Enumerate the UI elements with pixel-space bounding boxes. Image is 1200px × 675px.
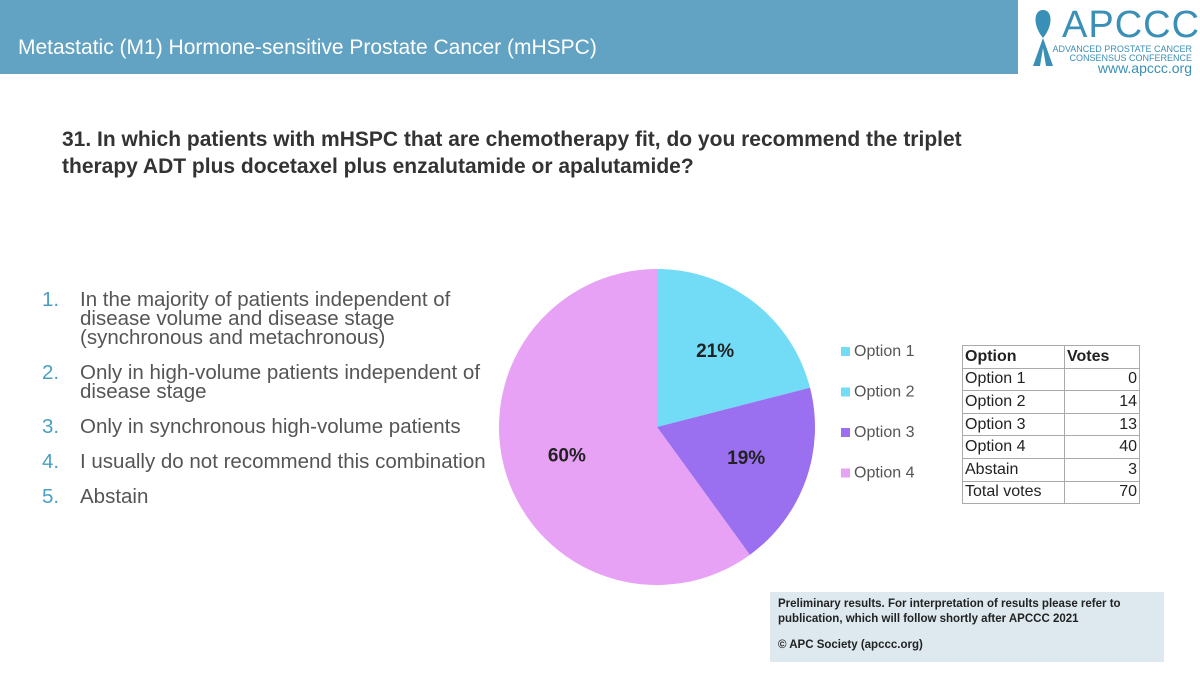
option-text: In the majority of patients independent … bbox=[80, 288, 451, 349]
slice-label: 21% bbox=[696, 341, 734, 362]
table-row: Option 3 13 bbox=[962, 412, 1140, 437]
table-cell: Option 1 bbox=[962, 367, 1065, 392]
ribbon-icon bbox=[1033, 10, 1053, 66]
footnote: Preliminary results. For interpretation … bbox=[770, 592, 1164, 662]
table-cell: Option 4 bbox=[962, 435, 1065, 459]
table-row: Abstain 3 bbox=[962, 457, 1140, 482]
table-cell: 70 bbox=[1064, 480, 1140, 505]
legend-swatch bbox=[841, 468, 850, 478]
option-text: I usually do not recommend this combinat… bbox=[80, 450, 486, 473]
legend-label: Option 1 bbox=[854, 343, 915, 360]
table-cell: Option 3 bbox=[962, 412, 1065, 437]
table-cell: Total votes bbox=[962, 480, 1065, 505]
table-row: Total votes 70 bbox=[962, 480, 1140, 505]
table-cell: 14 bbox=[1064, 390, 1140, 414]
slice-label: 19% bbox=[727, 448, 765, 469]
pie-slice bbox=[657, 387, 815, 555]
table-cell: Option 2 bbox=[962, 390, 1065, 414]
option-number: 1. bbox=[42, 288, 60, 311]
option-text: Abstain bbox=[80, 485, 149, 508]
logo-url: www.apccc.org bbox=[1097, 60, 1192, 76]
question: 31. In which patients with mHSPC that ar… bbox=[62, 128, 962, 178]
logo-line: ADVANCED PROSTATE CANCER bbox=[1052, 44, 1192, 54]
option-number: 5. bbox=[42, 485, 60, 508]
header-title: Metastatic (M1) Hormone-sensitive Prosta… bbox=[18, 36, 597, 59]
legend-swatch bbox=[841, 347, 850, 356]
pie-slice bbox=[498, 269, 750, 585]
logo-line: CONSENSUS CONFERENCE bbox=[1069, 53, 1192, 63]
table-cell: Abstain bbox=[962, 457, 1065, 482]
option-list: 1. In the majority of patients independen… bbox=[42, 288, 502, 522]
legend-swatch bbox=[841, 387, 850, 397]
slice-label: 60% bbox=[548, 445, 586, 466]
option-number: 2. bbox=[42, 361, 60, 384]
table-header-cell: Votes bbox=[1064, 345, 1140, 369]
footnote-text: Preliminary results. For interpretation … bbox=[778, 598, 1121, 625]
footnote-copyright: © APC Society (apccc.org) bbox=[778, 639, 923, 651]
option-text: Only in synchronous high-volume patients bbox=[80, 415, 461, 438]
option-item: 4. I usually do not recommend this combin… bbox=[42, 450, 502, 473]
option-item: 5. Abstain bbox=[42, 485, 502, 508]
table-cell: 3 bbox=[1064, 457, 1140, 482]
table-row: Option 2 14 bbox=[962, 390, 1140, 414]
option-item: 3. Only in synchronous high-volume patien… bbox=[42, 415, 502, 438]
logo-name: APCCC bbox=[1062, 4, 1200, 46]
table-header-cell: Option bbox=[962, 345, 1065, 369]
pie-slice bbox=[657, 269, 811, 427]
table-header-row: Option Votes bbox=[962, 345, 1140, 369]
vote-table: Option Votes Option 1 0 Option 2 14 Option 3 13… bbox=[962, 345, 1140, 505]
legend-swatch bbox=[841, 428, 850, 437]
pie-chart: 21% 19% 60% Option 1 Option 2 Option 3 Option … bbox=[498, 269, 915, 585]
option-item: 1. In the majority of patients independen… bbox=[42, 288, 502, 349]
table-cell: 13 bbox=[1064, 412, 1140, 437]
table-row: Option 4 40 bbox=[962, 435, 1140, 459]
table-cell: 40 bbox=[1064, 435, 1140, 459]
header-bar: Metastatic (M1) Hormone-sensitive Prosta… bbox=[0, 0, 1018, 74]
option-text: Only in high-volume patients independent… bbox=[80, 361, 481, 403]
legend-label: Option 3 bbox=[854, 424, 915, 441]
table-cell: 0 bbox=[1064, 367, 1140, 392]
option-item: 2. Only in high-volume patients independe… bbox=[42, 361, 502, 403]
logo: APCCC ADVANCED PROSTATE CANCER CONSENSUS… bbox=[1024, 4, 1199, 76]
legend-label: Option 2 bbox=[854, 384, 915, 401]
legend-label: Option 4 bbox=[854, 465, 915, 482]
option-number: 3. bbox=[42, 415, 60, 438]
option-number: 4. bbox=[42, 450, 60, 473]
